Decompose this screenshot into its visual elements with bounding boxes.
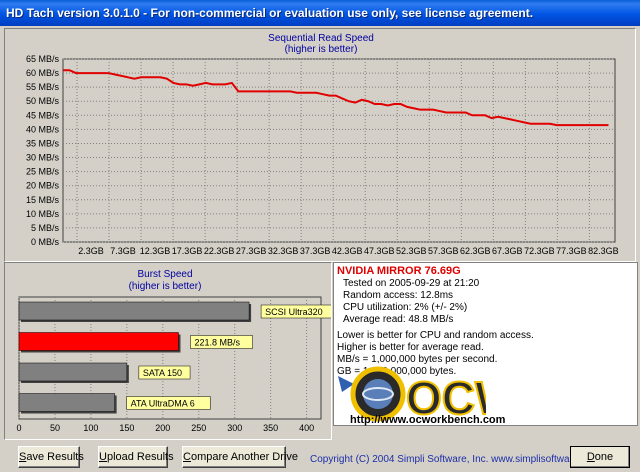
seq-y-tick-label: 15 MB/s (26, 195, 60, 205)
burst-bar-label-box (260, 304, 331, 319)
seq-x-tick-label: 52.3GB (396, 246, 427, 256)
burst-x-tick-label: 200 (155, 423, 170, 433)
burst-bar-label-box (138, 365, 191, 380)
save-results-button[interactable]: Save Results (18, 446, 84, 468)
burst-x-tick-label: 350 (263, 423, 278, 433)
seq-x-tick-label: 32.3GB (268, 246, 299, 256)
logo-text: OCW (406, 372, 486, 422)
seq-y-tick-label: 55 MB/s (26, 82, 60, 92)
burst-x-tick-label: 50 (50, 423, 60, 433)
burst-bar-label-box (190, 335, 253, 349)
seq-x-tick-label: 72.3GB (524, 246, 555, 256)
seq-y-tick-label: 10 MB/s (26, 209, 60, 219)
drive-name: NVIDIA MIRROR 76.69G (337, 265, 461, 277)
seq-x-tick-label: 77.3GB (556, 246, 587, 256)
tested-on: Tested on 2005-09-29 at 21:20 (343, 278, 480, 289)
cpu-utilization: CPU utilization: 2% (+/- 2%) (343, 302, 468, 313)
seq-y-tick-label: 0 MB/s (31, 237, 60, 247)
seq-y-tick-label: 40 MB/s (26, 124, 60, 134)
seq-y-tick-label: 5 MB/s (31, 223, 60, 233)
seq-y-tick-label: 30 MB/s (26, 153, 60, 163)
average-read: Average read: 48.8 MB/s (343, 314, 454, 325)
burst-x-tick-label: 250 (191, 423, 206, 433)
done-button[interactable]: Done (570, 446, 630, 468)
logo-url: http://www.ocworkbench.com (350, 414, 506, 426)
seq-x-tick-label: 27.3GB (236, 246, 267, 256)
title-bar[interactable]: HD Tach version 3.0.1.0 - For non-commer… (0, 0, 640, 26)
seq-read-line (63, 69, 609, 127)
burst-x-tick-label: 150 (119, 423, 134, 433)
seq-y-tick-label: 25 MB/s (26, 167, 60, 177)
seq-x-tick-label: 7.3GB (110, 246, 136, 256)
seq-x-tick-label: 12.3GB (140, 246, 171, 256)
note-gb: GB = 1,000,000,000 bytes. (337, 366, 457, 377)
seq-x-tick-label: 42.3GB (332, 246, 363, 256)
drive-info-box: NVIDIA MIRROR 76.69G Tested on 2005-09-2… (333, 262, 638, 426)
burst-x-tick-label: 100 (83, 423, 98, 433)
burst-x-tick-label: 0 (16, 423, 21, 433)
seq-x-tick-label: 17.3GB (172, 246, 203, 256)
seq-x-tick-label: 22.3GB (204, 246, 235, 256)
burst-bar (18, 332, 179, 351)
seq-y-tick-label: 50 MB/s (26, 96, 60, 106)
seq-x-tick-label: 62.3GB (460, 246, 491, 256)
seq-y-tick-label: 35 MB/s (26, 138, 60, 148)
seq-y-tick-label: 65 MB/s (26, 54, 60, 64)
sequential-read-panel: Sequential Read Speed (higher is better)… (4, 28, 636, 262)
burst-bar-label: ATA UltraDMA 6 (131, 399, 195, 409)
burst-bar (18, 393, 115, 412)
note-lower-better: Lower is better for CPU and random acces… (337, 330, 534, 341)
sequential-read-chart: Sequential Read Speed (higher is better)… (26, 33, 619, 256)
seq-plot-area (62, 58, 616, 243)
burst-chart-title: Burst Speed (137, 269, 192, 280)
burst-chart-subtitle: (higher is better) (129, 281, 202, 292)
ocw-logo: OCW (338, 366, 486, 422)
random-access: Random access: 12.8ms (343, 290, 454, 301)
seq-y-tick-label: 20 MB/s (26, 181, 60, 191)
seq-x-tick-label: 67.3GB (492, 246, 523, 256)
note-mbs: MB/s = 1,000,000 bytes per second. (337, 354, 498, 365)
burst-bar (18, 362, 128, 382)
seq-x-tick-label: 82.3GB (588, 246, 619, 256)
seq-x-tick-label: 37.3GB (300, 246, 331, 256)
burst-bar-label-box (126, 396, 211, 410)
burst-x-tick-label: 300 (227, 423, 242, 433)
seq-y-tick-label: 45 MB/s (26, 110, 60, 120)
compare-another-drive-button[interactable]: Compare Another Drive (182, 446, 298, 468)
burst-bar (18, 301, 250, 321)
burst-x-tick-label: 400 (299, 423, 314, 433)
copyright-text: Copyright (C) 2004 Simpli Software, Inc.… (310, 454, 601, 465)
burst-bar-label: SATA 150 (143, 368, 182, 378)
seq-chart-subtitle: (higher is better) (285, 44, 358, 55)
window-title: HD Tach version 3.0.1.0 - For non-commer… (6, 6, 534, 20)
seq-chart-title: Sequential Read Speed (268, 33, 374, 44)
seq-y-tick-label: 60 MB/s (26, 68, 60, 78)
burst-speed-chart: Burst Speed (higher is better) SCSI Ultr… (16, 269, 331, 433)
seq-x-tick-label: 47.3GB (364, 246, 395, 256)
burst-speed-panel: Burst Speed (higher is better) SCSI Ultr… (4, 262, 332, 440)
burst-bar-label: SCSI Ultra320 (265, 307, 323, 317)
note-higher-better: Higher is better for average read. (337, 342, 484, 353)
upload-results-button[interactable]: Upload Results (98, 446, 174, 468)
seq-x-tick-label: 2.3GB (78, 246, 104, 256)
seq-x-tick-label: 57.3GB (428, 246, 459, 256)
burst-bar-label: 221.8 MB/s (194, 338, 240, 348)
